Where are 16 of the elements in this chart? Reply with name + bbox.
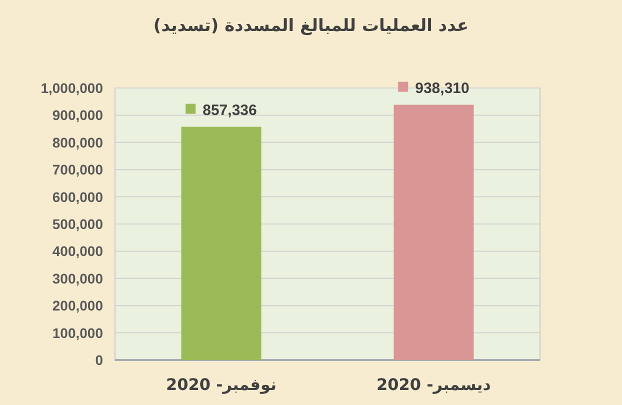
y-tick-label: 600,000 [52,188,103,205]
x-tick-label: ديسمبر- 2020 [376,375,491,394]
y-tick-label: 900,000 [52,107,103,124]
data-label: 857,336 [202,102,257,119]
data-label: 938,310 [415,80,470,97]
y-tick-label: 500,000 [52,216,103,232]
y-tick-label: 0 [95,352,103,368]
y-tick-label: 700,000 [52,162,103,178]
y-tick-label: 400,000 [52,243,103,260]
y-tick-label: 200,000 [52,298,103,314]
title: عدد العمليات للمبالغ المسددة (تسديد) [153,16,469,36]
x-tick-label: نوفمبر- 2020 [166,375,276,394]
y-tick-label: 300,000 [52,270,103,286]
y-tick-label: 800,000 [52,134,103,150]
y-tick-label: 100,000 [52,324,103,341]
y-tick-label: 1,000,000 [40,80,103,96]
